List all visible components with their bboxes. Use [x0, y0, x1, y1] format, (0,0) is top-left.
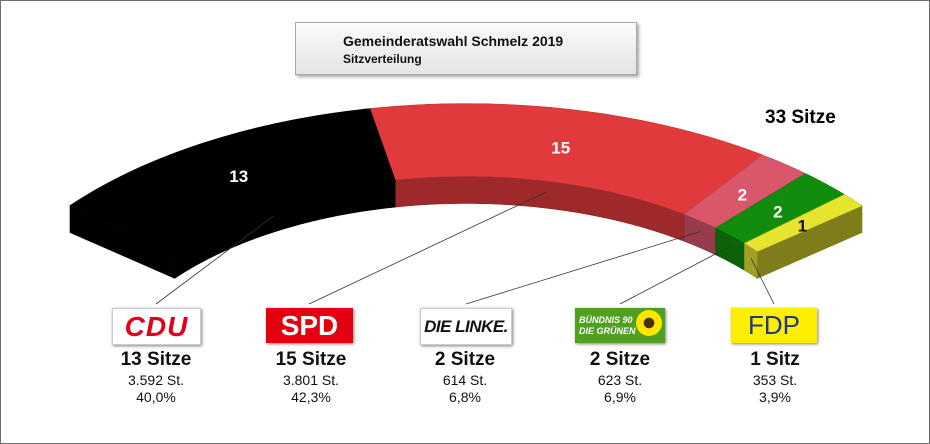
total-seats-label: 33 Sitze [765, 107, 836, 128]
fdp-end-cap [757, 205, 863, 279]
chart-title: Gemeinderatswahl Schmelz 2019 [343, 33, 564, 49]
fdp-votes: 353 St. [752, 372, 798, 388]
die-linke-logo-text: DIE LINKE. [424, 316, 508, 336]
cdu-leader-line [155, 215, 274, 305]
fdp-seats: 1 Sitz [750, 349, 800, 370]
fdp-caption: 1 Sitz 353 St. 3,9% [690, 348, 860, 406]
die-linke-leader-line [465, 231, 701, 305]
leader-lines [155, 191, 775, 305]
linke-seats: 2 Sitze [434, 349, 496, 370]
gruene-percent: 6,9% [604, 389, 636, 405]
cdu-logo: CDU [112, 308, 201, 345]
gruene-seats: 2 Sitze [589, 349, 651, 370]
cdu-end-cap [69, 205, 175, 279]
b-ndnis-90-die-gr-nen-leader-line [619, 245, 731, 305]
fdp-logo-text: FDP [748, 310, 800, 340]
fdp-percent: 3,9% [759, 389, 791, 405]
gruene-votes: 623 St. [597, 372, 643, 388]
spd-logo: SPD [266, 308, 353, 343]
cdu-caption: 13 Sitze 3.592 St. 40,0% [71, 348, 241, 406]
title-box: Gemeinderatswahl Schmelz 2019 Sitzvertei… [295, 22, 637, 75]
gruene-logo-line1: BÜNDNIS 90 [579, 314, 633, 325]
linke-votes: 614 St. [442, 372, 488, 388]
linke-percent: 6,8% [449, 389, 481, 405]
spd-seats: 15 Sitze [275, 349, 347, 370]
fdp-logo: FDP [731, 308, 817, 343]
gruene-caption: 2 Sitze 623 St. 6,9% [535, 348, 705, 406]
ring-top-faces [69, 103, 863, 252]
gruene-logo: BÜNDNIS 90 DIE GRÜNEN [575, 308, 665, 343]
die-linke-logo: DIE LINKE. [420, 308, 512, 345]
spd-logo-text: SPD [280, 309, 339, 341]
cdu-percent: 40,0% [136, 389, 176, 405]
gruene-logo-line2: DIE GRÜNEN [579, 325, 636, 336]
b-ndnis-90-die-gr-nen-seat-label: 2 [773, 203, 782, 222]
spd-leader-line [308, 191, 547, 305]
cdu-votes: 3.592 St. [127, 372, 185, 388]
linke-caption: 2 Sitze 614 St. 6,8% [380, 348, 550, 406]
cdu-logo-text: CDU [124, 310, 189, 342]
chart-subtitle: Sitzverteilung [343, 52, 422, 66]
fdp-seat-label: 1 [798, 217, 807, 236]
spd-percent: 42,3% [291, 389, 331, 405]
fdp-segment [743, 194, 863, 252]
sunflower-icon [636, 310, 662, 336]
cdu-seat-label: 13 [229, 167, 248, 186]
spd-seat-label: 15 [551, 139, 570, 158]
fdp-leader-line [750, 258, 775, 305]
spd-caption: 15 Sitze 3.801 St. 42,3% [226, 348, 396, 406]
spd-votes: 3.801 St. [282, 372, 340, 388]
die-linke-seat-label: 2 [738, 185, 747, 204]
cdu-seats: 13 Sitze [120, 349, 192, 370]
